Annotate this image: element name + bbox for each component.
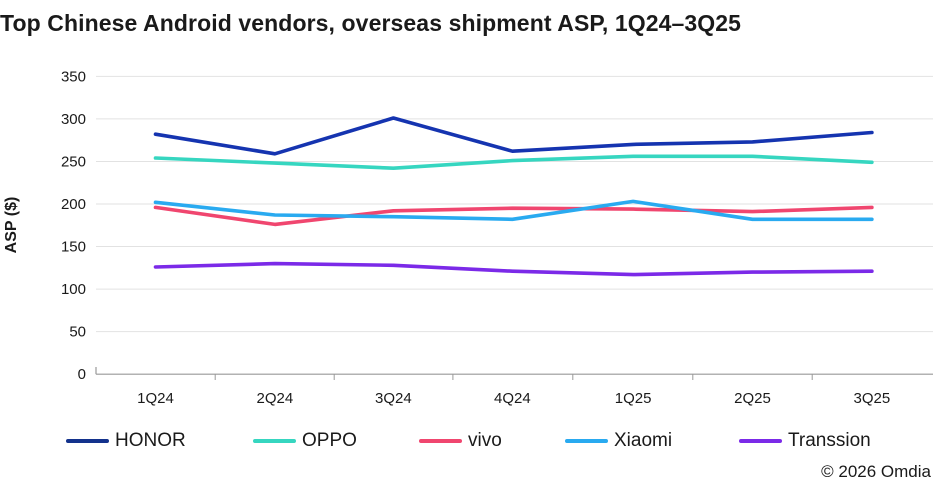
svg-text:1Q25: 1Q25 <box>615 390 652 407</box>
svg-text:350: 350 <box>61 68 86 85</box>
svg-text:250: 250 <box>61 154 86 171</box>
svg-text:4Q24: 4Q24 <box>494 390 531 407</box>
svg-text:100: 100 <box>61 281 86 298</box>
svg-text:150: 150 <box>61 239 86 256</box>
svg-text:0: 0 <box>78 366 86 383</box>
svg-text:2Q25: 2Q25 <box>734 390 771 407</box>
svg-text:200: 200 <box>61 196 86 213</box>
svg-text:50: 50 <box>69 324 86 341</box>
svg-text:300: 300 <box>61 111 86 128</box>
svg-text:3Q24: 3Q24 <box>375 390 412 407</box>
svg-text:3Q25: 3Q25 <box>854 390 891 407</box>
svg-text:2Q24: 2Q24 <box>257 390 294 407</box>
svg-text:1Q24: 1Q24 <box>137 390 174 407</box>
